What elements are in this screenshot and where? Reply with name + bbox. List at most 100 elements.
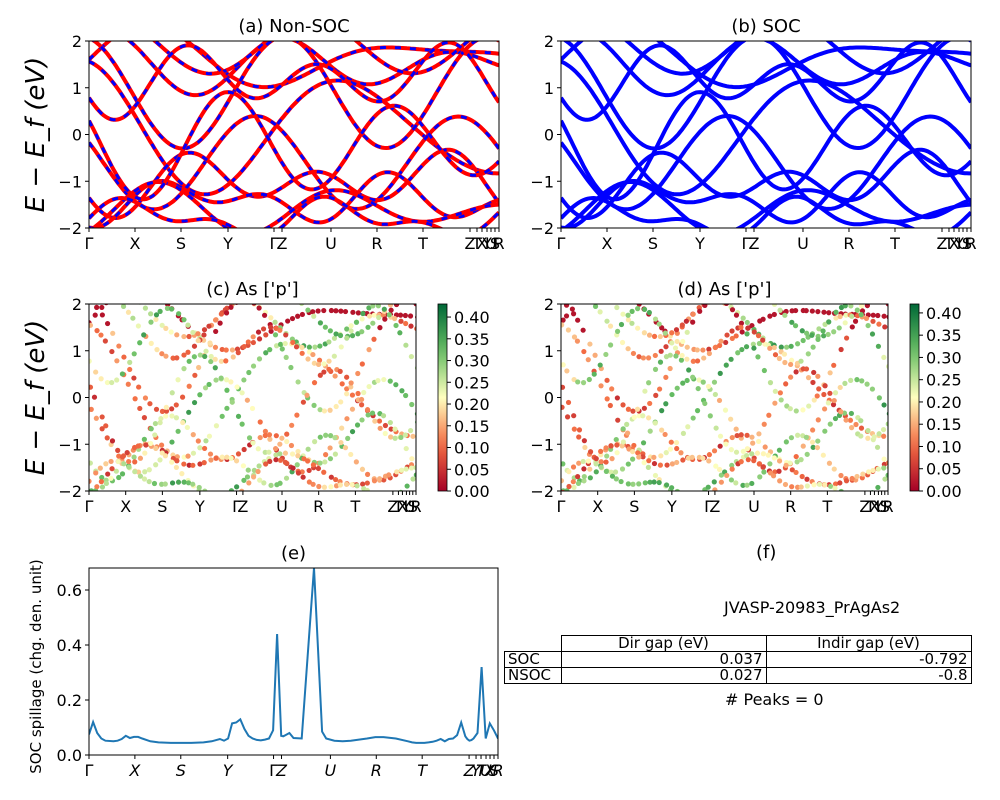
projection-point xyxy=(250,339,256,346)
projection-point xyxy=(575,480,582,487)
y-tick-label: 0 xyxy=(72,126,82,145)
projection-point xyxy=(728,416,734,422)
projection-point xyxy=(865,435,871,441)
projection-point xyxy=(886,314,888,320)
x-tick-label: Γ xyxy=(85,234,94,253)
projection-point xyxy=(771,311,777,318)
band-line xyxy=(89,59,499,197)
projection-point xyxy=(837,480,843,486)
x-tick-label: S xyxy=(157,497,167,516)
y-tick-label: 0 xyxy=(72,389,82,408)
projection-point xyxy=(323,452,329,458)
projection-point xyxy=(718,472,724,478)
projection-point xyxy=(153,316,159,322)
projection-point xyxy=(126,464,132,470)
projection-point xyxy=(663,482,670,488)
projection-point xyxy=(871,299,876,304)
projection-point xyxy=(268,315,274,321)
projection-point xyxy=(698,490,701,491)
projection-point xyxy=(804,451,810,457)
projection-point xyxy=(382,316,388,322)
projection-point xyxy=(344,386,350,392)
projection-point xyxy=(690,374,696,380)
projection-point xyxy=(174,458,180,464)
projection-point xyxy=(717,342,723,349)
projection-point xyxy=(707,413,713,419)
projection-point xyxy=(809,332,815,338)
projection-point xyxy=(734,432,740,439)
projection-point xyxy=(277,457,284,463)
projection-point xyxy=(282,459,289,465)
x-tick-label: Z xyxy=(275,761,288,780)
projection-point xyxy=(609,473,616,479)
projection-point xyxy=(711,448,718,454)
projection-point xyxy=(179,471,185,477)
projection-point xyxy=(146,467,152,473)
projection-point xyxy=(359,316,365,322)
projection-point xyxy=(663,344,669,350)
projection-point xyxy=(700,455,706,461)
panel-title: (d) As ['p'] xyxy=(678,279,772,300)
x-tick-label: Γ xyxy=(557,234,566,253)
projection-point xyxy=(103,423,109,429)
projection-point xyxy=(212,365,218,371)
projection-point xyxy=(571,334,578,340)
projection-point xyxy=(382,422,389,429)
projection-point xyxy=(355,390,361,397)
projection-point xyxy=(587,298,592,303)
x-tick-label: U xyxy=(797,234,809,253)
projection-point xyxy=(235,451,242,457)
colorbar-tick-label: 0.00 xyxy=(926,482,962,501)
projection-point xyxy=(646,309,652,316)
projection-point xyxy=(92,281,97,286)
projection-point xyxy=(680,457,686,463)
projection-point xyxy=(864,298,869,303)
y-tick-label: 1 xyxy=(72,79,82,98)
projection-point xyxy=(159,296,164,301)
x-tick-label: S xyxy=(962,234,972,253)
projection-point xyxy=(859,378,865,384)
projection-point xyxy=(408,465,415,471)
projection-point xyxy=(370,491,375,496)
projection-point xyxy=(266,432,273,438)
projection-point xyxy=(745,325,751,331)
projection-point xyxy=(263,461,269,467)
projection-point xyxy=(740,315,746,321)
projection-point xyxy=(700,379,706,385)
x-tick-label: X xyxy=(477,234,488,253)
projection-point xyxy=(233,458,240,464)
projection-point xyxy=(316,357,323,363)
projection-point xyxy=(574,338,581,344)
projection-point xyxy=(559,298,564,303)
projection-point xyxy=(332,435,338,441)
projection-point xyxy=(570,464,577,470)
projection-point xyxy=(173,464,180,471)
gap-table-wrap: Dir gap (eV) Indir gap (eV) SOC 0.037 -0… xyxy=(504,635,972,684)
x-tick-label: Γ xyxy=(704,497,713,516)
projection-point xyxy=(228,488,235,491)
projection-point xyxy=(751,458,757,464)
projection-point xyxy=(679,322,685,328)
y-tick-label: 1 xyxy=(72,342,82,361)
projection-point xyxy=(321,307,327,314)
projection-point xyxy=(783,439,789,445)
projection-point xyxy=(561,362,566,368)
projection-point xyxy=(175,479,182,485)
band-line xyxy=(561,41,971,122)
projection-point xyxy=(402,432,409,438)
projection-point xyxy=(755,354,761,360)
projection-point xyxy=(738,324,744,330)
projection-point xyxy=(109,294,114,299)
projection-point xyxy=(629,308,635,314)
projection-point xyxy=(219,454,225,460)
x-tick-label: T xyxy=(349,497,360,516)
band-line xyxy=(561,114,971,212)
projection-point xyxy=(141,332,147,338)
projection-point xyxy=(328,307,335,314)
projection-point xyxy=(771,304,778,307)
projection-point xyxy=(316,483,322,490)
projection-point xyxy=(305,356,311,362)
